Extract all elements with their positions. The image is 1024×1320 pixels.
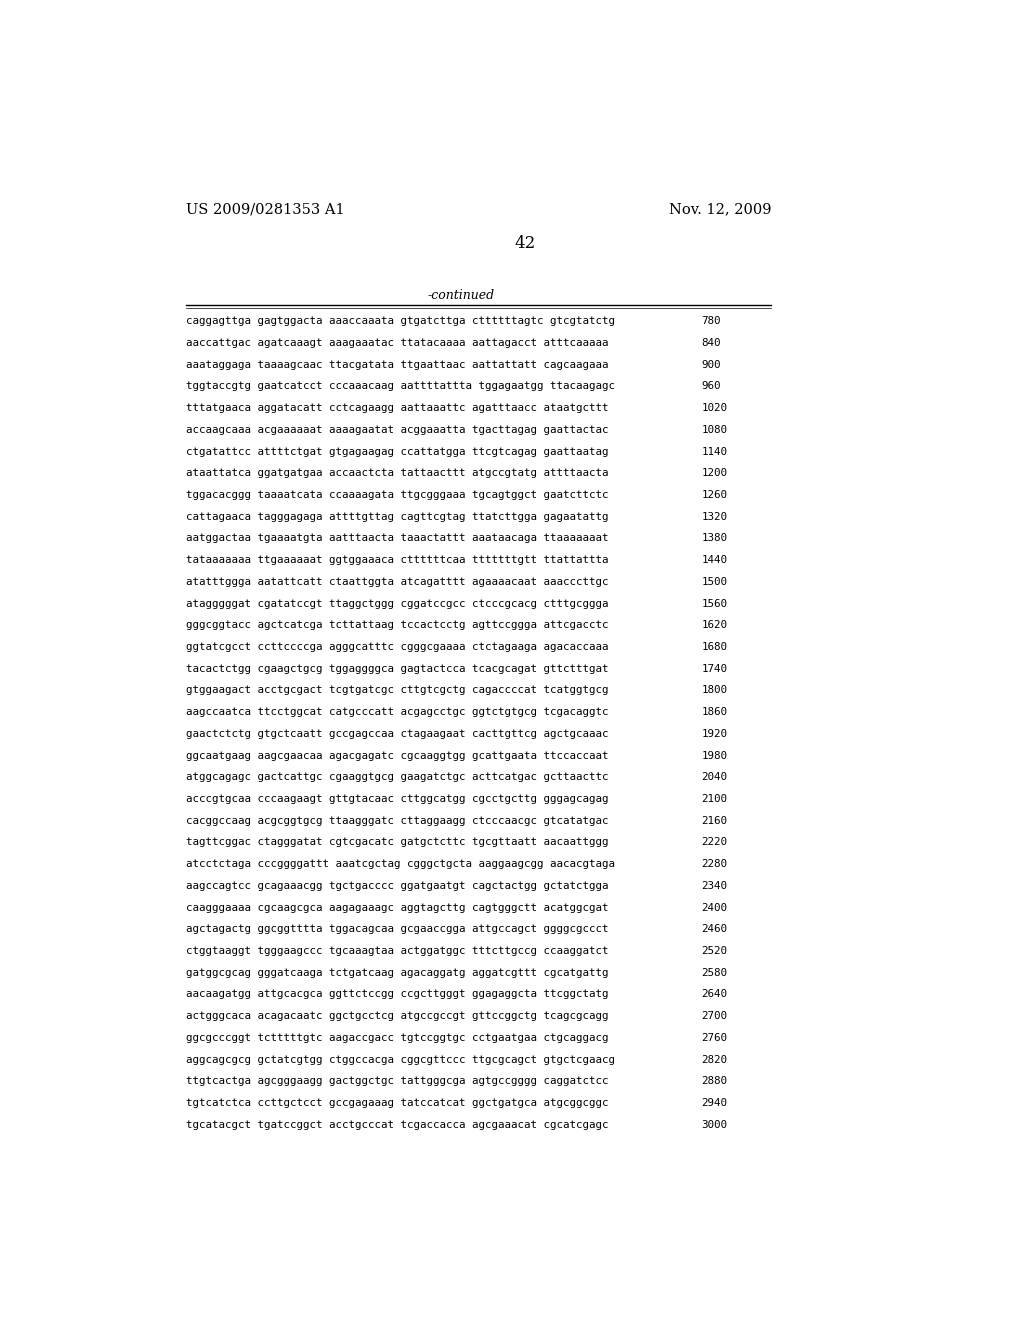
Text: US 2009/0281353 A1: US 2009/0281353 A1 — [186, 202, 345, 216]
Text: cacggccaag acgcggtgcg ttaagggatc cttaggaagg ctcccaacgc gtcatatgac: cacggccaag acgcggtgcg ttaagggatc cttagga… — [186, 816, 608, 826]
Text: 1980: 1980 — [701, 751, 727, 760]
Text: ctggtaaggt tgggaagccc tgcaaagtaa actggatggc tttcttgccg ccaaggatct: ctggtaaggt tgggaagccc tgcaaagtaa actggat… — [186, 946, 608, 956]
Text: 2760: 2760 — [701, 1032, 727, 1043]
Text: 1800: 1800 — [701, 685, 727, 696]
Text: 2880: 2880 — [701, 1076, 727, 1086]
Text: accaagcaaa acgaaaaaat aaaagaatat acggaaatta tgacttagag gaattactac: accaagcaaa acgaaaaaat aaaagaatat acggaaa… — [186, 425, 608, 434]
Text: tgcatacgct tgatccggct acctgcccat tcgaccacca agcgaaacat cgcatcgagc: tgcatacgct tgatccggct acctgcccat tcgacca… — [186, 1119, 608, 1130]
Text: tggtaccgtg gaatcatcct cccaaacaag aattttattta tggagaatgg ttacaagagc: tggtaccgtg gaatcatcct cccaaacaag aatttta… — [186, 381, 615, 392]
Text: 1860: 1860 — [701, 708, 727, 717]
Text: 2400: 2400 — [701, 903, 727, 912]
Text: 2820: 2820 — [701, 1055, 727, 1064]
Text: 780: 780 — [701, 317, 721, 326]
Text: aaccattgac agatcaaagt aaagaaatac ttatacaaaa aattagacct atttcaaaaa: aaccattgac agatcaaagt aaagaaatac ttataca… — [186, 338, 608, 348]
Text: 1440: 1440 — [701, 556, 727, 565]
Text: 1260: 1260 — [701, 490, 727, 500]
Text: acccgtgcaa cccaagaagt gttgtacaac cttggcatgg cgcctgcttg gggagcagag: acccgtgcaa cccaagaagt gttgtacaac cttggca… — [186, 793, 608, 804]
Text: gtggaagact acctgcgact tcgtgatcgc cttgtcgctg cagaccccat tcatggtgcg: gtggaagact acctgcgact tcgtgatcgc cttgtcg… — [186, 685, 608, 696]
Text: 2100: 2100 — [701, 793, 727, 804]
Text: 3000: 3000 — [701, 1119, 727, 1130]
Text: agctagactg ggcggtttta tggacagcaa gcgaaccgga attgccagct ggggcgccct: agctagactg ggcggtttta tggacagcaa gcgaacc… — [186, 924, 608, 935]
Text: gatggcgcag gggatcaaga tctgatcaag agacaggatg aggatcgttt cgcatgattg: gatggcgcag gggatcaaga tctgatcaag agacagg… — [186, 968, 608, 978]
Text: aatggactaa tgaaaatgta aatttaacta taaactattt aaataacaga ttaaaaaaat: aatggactaa tgaaaatgta aatttaacta taaacta… — [186, 533, 608, 544]
Text: 840: 840 — [701, 338, 721, 348]
Text: tgtcatctca ccttgctcct gccgagaaag tatccatcat ggctgatgca atgcggcggc: tgtcatctca ccttgctcct gccgagaaag tatccat… — [186, 1098, 608, 1107]
Text: aagccagtcc gcagaaacgg tgctgacccc ggatgaatgt cagctactgg gctatctgga: aagccagtcc gcagaaacgg tgctgacccc ggatgaa… — [186, 880, 608, 891]
Text: 2280: 2280 — [701, 859, 727, 869]
Text: 1620: 1620 — [701, 620, 727, 630]
Text: caagggaaaa cgcaagcgca aagagaaagc aggtagcttg cagtgggctt acatggcgat: caagggaaaa cgcaagcgca aagagaaagc aggtagc… — [186, 903, 608, 912]
Text: cattagaaca tagggagaga attttgttag cagttcgtag ttatcttgga gagaatattg: cattagaaca tagggagaga attttgttag cagttcg… — [186, 512, 608, 521]
Text: actgggcaca acagacaatc ggctgcctcg atgccgccgt gttccggctg tcagcgcagg: actgggcaca acagacaatc ggctgcctcg atgccgc… — [186, 1011, 608, 1022]
Text: 2700: 2700 — [701, 1011, 727, 1022]
Text: 2640: 2640 — [701, 990, 727, 999]
Text: aagccaatca ttcctggcat catgcccatt acgagcctgc ggtctgtgcg tcgacaggtc: aagccaatca ttcctggcat catgcccatt acgagcc… — [186, 708, 608, 717]
Text: 2220: 2220 — [701, 837, 727, 847]
Text: caggagttga gagtggacta aaaccaaata gtgatcttga cttttttagtc gtcgtatctg: caggagttga gagtggacta aaaccaaata gtgatct… — [186, 317, 615, 326]
Text: tagttcggac ctagggatat cgtcgacatc gatgctcttc tgcgttaatt aacaattggg: tagttcggac ctagggatat cgtcgacatc gatgctc… — [186, 837, 608, 847]
Text: aggcagcgcg gctatcgtgg ctggccacga cggcgttccc ttgcgcagct gtgctcgaacg: aggcagcgcg gctatcgtgg ctggccacga cggcgtt… — [186, 1055, 615, 1064]
Text: 1560: 1560 — [701, 598, 727, 609]
Text: Nov. 12, 2009: Nov. 12, 2009 — [669, 202, 771, 216]
Text: 1500: 1500 — [701, 577, 727, 587]
Text: 960: 960 — [701, 381, 721, 392]
Text: ggcaatgaag aagcgaacaa agacgagatc cgcaaggtgg gcattgaata ttccaccaat: ggcaatgaag aagcgaacaa agacgagatc cgcaagg… — [186, 751, 608, 760]
Text: 2160: 2160 — [701, 816, 727, 826]
Text: 1680: 1680 — [701, 642, 727, 652]
Text: atagggggat cgatatccgt ttaggctggg cggatccgcc ctcccgcacg ctttgcggga: atagggggat cgatatccgt ttaggctggg cggatcc… — [186, 598, 608, 609]
Text: tacactctgg cgaagctgcg tggaggggca gagtactcca tcacgcagat gttctttgat: tacactctgg cgaagctgcg tggaggggca gagtact… — [186, 664, 608, 673]
Text: atggcagagc gactcattgc cgaaggtgcg gaagatctgc acttcatgac gcttaacttc: atggcagagc gactcattgc cgaaggtgcg gaagatc… — [186, 772, 608, 783]
Text: 900: 900 — [701, 359, 721, 370]
Text: 1920: 1920 — [701, 729, 727, 739]
Text: 2520: 2520 — [701, 946, 727, 956]
Text: gaactctctg gtgctcaatt gccgagccaa ctagaagaat cacttgttcg agctgcaaac: gaactctctg gtgctcaatt gccgagccaa ctagaag… — [186, 729, 608, 739]
Text: 1200: 1200 — [701, 469, 727, 478]
Text: 1740: 1740 — [701, 664, 727, 673]
Text: 2460: 2460 — [701, 924, 727, 935]
Text: 42: 42 — [514, 235, 536, 252]
Text: tttatgaaca aggatacatt cctcagaagg aattaaattc agatttaacc ataatgcttt: tttatgaaca aggatacatt cctcagaagg aattaaa… — [186, 403, 608, 413]
Text: tataaaaaaa ttgaaaaaat ggtggaaaca cttttttcaa tttttttgtt ttattattta: tataaaaaaa ttgaaaaaat ggtggaaaca ctttttt… — [186, 556, 608, 565]
Text: 2340: 2340 — [701, 880, 727, 891]
Text: 1320: 1320 — [701, 512, 727, 521]
Text: ggcgcccggt tctttttgtc aagaccgacc tgtccggtgc cctgaatgaa ctgcaggacg: ggcgcccggt tctttttgtc aagaccgacc tgtccgg… — [186, 1032, 608, 1043]
Text: ttgtcactga agcgggaagg gactggctgc tattgggcga agtgccgggg caggatctcc: ttgtcactga agcgggaagg gactggctgc tattggg… — [186, 1076, 608, 1086]
Text: gggcggtacc agctcatcga tcttattaag tccactcctg agttccggga attcgacctc: gggcggtacc agctcatcga tcttattaag tccactc… — [186, 620, 608, 630]
Text: 2040: 2040 — [701, 772, 727, 783]
Text: 1140: 1140 — [701, 446, 727, 457]
Text: 2940: 2940 — [701, 1098, 727, 1107]
Text: 2580: 2580 — [701, 968, 727, 978]
Text: ctgatattcc attttctgat gtgagaagag ccattatgga ttcgtcagag gaattaatag: ctgatattcc attttctgat gtgagaagag ccattat… — [186, 446, 608, 457]
Text: 1080: 1080 — [701, 425, 727, 434]
Text: ataattatca ggatgatgaa accaactcta tattaacttt atgccgtatg attttaacta: ataattatca ggatgatgaa accaactcta tattaac… — [186, 469, 608, 478]
Text: -continued: -continued — [428, 289, 495, 302]
Text: 1020: 1020 — [701, 403, 727, 413]
Text: 1380: 1380 — [701, 533, 727, 544]
Text: aacaagatgg attgcacgca ggttctccgg ccgcttgggt ggagaggcta ttcggctatg: aacaagatgg attgcacgca ggttctccgg ccgcttg… — [186, 990, 608, 999]
Text: aaataggaga taaaagcaac ttacgatata ttgaattaac aattattatt cagcaagaaa: aaataggaga taaaagcaac ttacgatata ttgaatt… — [186, 359, 608, 370]
Text: atcctctaga cccggggattt aaatcgctag cgggctgcta aaggaagcgg aacacgtaga: atcctctaga cccggggattt aaatcgctag cgggct… — [186, 859, 615, 869]
Text: atatttggga aatattcatt ctaattggta atcagatttt agaaaacaat aaacccttgc: atatttggga aatattcatt ctaattggta atcagat… — [186, 577, 608, 587]
Text: ggtatcgcct ccttccccga agggcatttc cgggcgaaaa ctctagaaga agacaccaaa: ggtatcgcct ccttccccga agggcatttc cgggcga… — [186, 642, 608, 652]
Text: tggacacggg taaaatcata ccaaaagata ttgcgggaaa tgcagtggct gaatcttctc: tggacacggg taaaatcata ccaaaagata ttgcggg… — [186, 490, 608, 500]
